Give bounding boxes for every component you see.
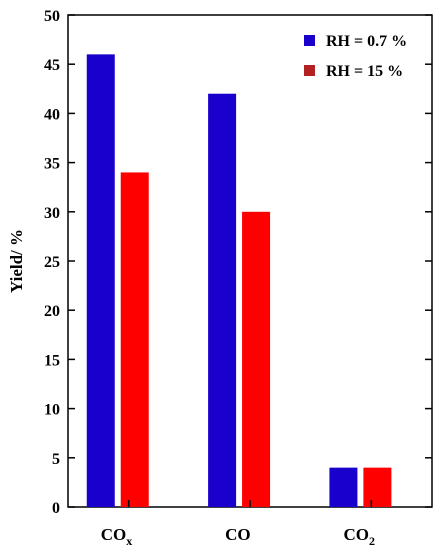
legend: RH = 0.7 % RH = 15 % xyxy=(304,33,407,80)
bar-rh-15 xyxy=(120,172,149,507)
x-tick-label: CO2 xyxy=(343,525,375,548)
bars xyxy=(86,54,392,508)
y-axis-label: Yield/ % xyxy=(7,229,26,293)
y-tick-label: 30 xyxy=(44,205,60,222)
y-axis: 0 5 10 15 20 25 30 35 40 45 50 xyxy=(44,8,432,517)
bar-rh-0-7 xyxy=(329,467,358,507)
legend-swatch xyxy=(304,35,315,46)
y-tick-label: 25 xyxy=(44,254,60,271)
y-tick-label: 5 xyxy=(52,451,60,468)
y-tick-label: 15 xyxy=(44,352,60,369)
legend-swatch xyxy=(304,65,315,76)
x-tick-label: CO xyxy=(225,525,251,544)
y-tick-label: 45 xyxy=(44,57,60,74)
y-tick-label: 40 xyxy=(44,106,60,123)
legend-label: RH = 15 % xyxy=(326,63,403,80)
bar-rh-0-7 xyxy=(86,54,115,508)
bar-rh-15 xyxy=(242,211,271,508)
bar-rh-15 xyxy=(363,467,392,507)
x-tick-label: COx xyxy=(101,525,132,548)
x-axis: COx CO CO2 xyxy=(101,500,375,548)
legend-label: RH = 0.7 % xyxy=(326,33,407,50)
y-tick-label: 50 xyxy=(44,8,60,25)
y-tick-label: 35 xyxy=(44,156,60,173)
y-tick-label: 0 xyxy=(52,500,60,517)
y-tick-label: 20 xyxy=(44,303,60,320)
y-tick-label: 10 xyxy=(44,402,60,419)
bar-rh-0-7 xyxy=(208,93,237,507)
